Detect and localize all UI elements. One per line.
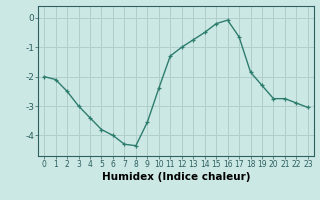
X-axis label: Humidex (Indice chaleur): Humidex (Indice chaleur)	[102, 172, 250, 182]
